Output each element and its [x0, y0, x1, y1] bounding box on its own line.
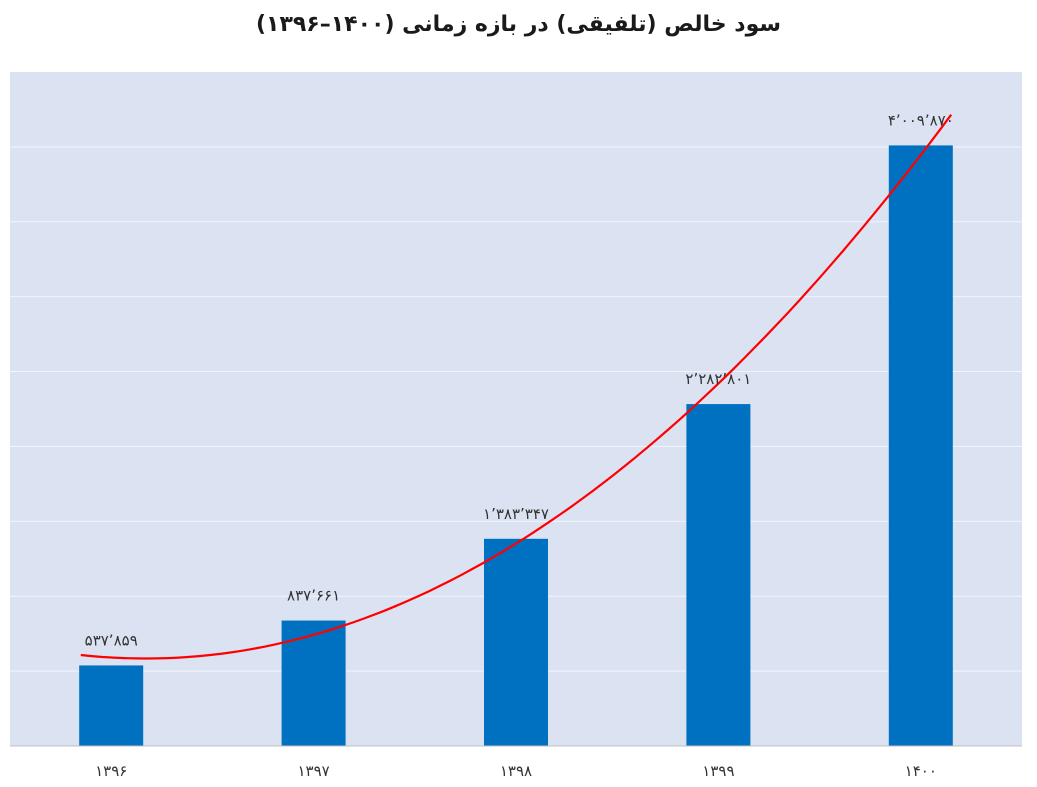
x-tick-label-1: ۱۳۹۶: [95, 762, 127, 780]
chart-title: سود خالص (تلفیقی) در بازه زمانی (۱۴۰۰–۱۳…: [255, 12, 782, 37]
bar-2: [281, 620, 346, 746]
x-tick-label-3: ۱۳۹۸: [500, 762, 532, 780]
data-label-1: ۵۳۷٬۸۵۹: [85, 631, 138, 649]
bar-1: [79, 665, 144, 746]
x-tick-label-4: ۱۳۹۹: [702, 762, 734, 780]
x-tick-label-2: ۱۳۹۷: [297, 762, 329, 780]
bar-3: [484, 538, 548, 746]
data-labels: ۵۳۷٬۸۵۹ ۸۳۷٬۶۶۱ ۱٬۳۸۳٬۳۴۷ ۲٬۲۸۲٬۸۰۱ ۴٬۰۰۹٬۸۷…: [85, 111, 954, 649]
x-axis-tick-labels: ۱۳۹۶ ۱۳۹۷ ۱۳۹۸ ۱۳۹۹ ۱۴۰۰: [95, 762, 937, 780]
trendline: [80, 114, 953, 660]
data-label-2: ۸۳۷٬۶۶۱: [287, 587, 340, 605]
bar-5: [888, 145, 953, 746]
data-label-3: ۱٬۳۸۳٬۳۴۷: [483, 505, 549, 523]
data-label-5: ۴٬۰۰۹٬۸۷۰: [888, 111, 954, 129]
x-tick-label-5: ۱۴۰۰: [905, 762, 937, 780]
bars: [79, 145, 953, 746]
data-label-4: ۲٬۲۸۲٬۸۰۱: [685, 370, 751, 388]
bar-4: [686, 404, 751, 746]
